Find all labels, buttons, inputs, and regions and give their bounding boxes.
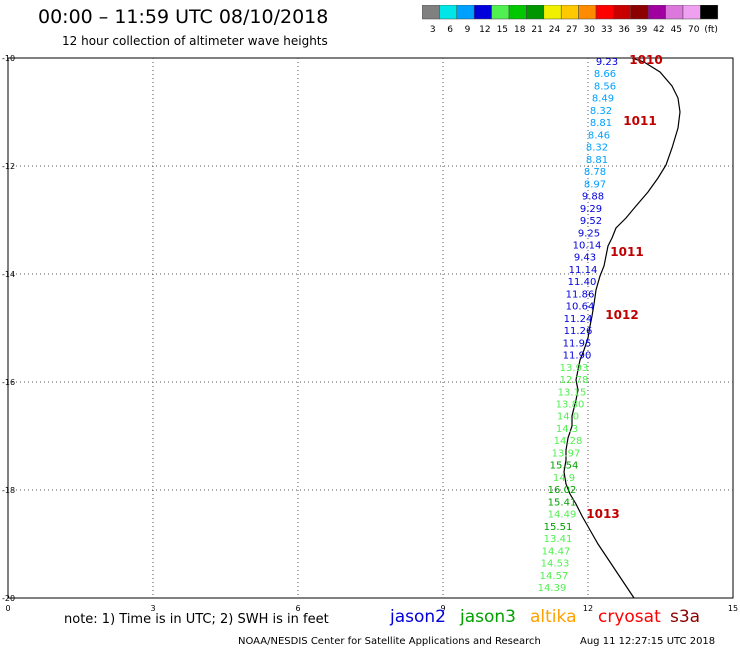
legend-item-altika: altika (530, 607, 577, 627)
wave-height-label: 14.28 (554, 436, 583, 447)
wave-height-label: 14.57 (540, 571, 569, 582)
legend-item-jason3: jason3 (460, 607, 516, 627)
wave-height-label: 11.90 (563, 351, 592, 362)
wave-height-label: 12.78 (560, 375, 589, 386)
wave-height-label: 13.15 (558, 387, 587, 398)
map-frame (7, 57, 734, 599)
colorbar-label: 12 (479, 25, 490, 35)
wave-height-label: 9.23 (596, 57, 618, 68)
wave-height-labels: 9.238.668.568.498.328.818.468.328.818.78… (538, 57, 618, 594)
units-note: note: 1) Time is in UTC; 2) SWH is in fe… (64, 612, 329, 627)
wave-height-label: 9.43 (574, 253, 596, 264)
wave-height-label: 8.97 (584, 179, 606, 190)
wave-height-label: 13.80 (556, 400, 585, 411)
wave-height-label: 9.25 (578, 228, 600, 239)
wave-height-label: 9.52 (580, 216, 602, 227)
lat-tick-label: -20 (2, 594, 15, 603)
wave-height-label: 14.0 (557, 412, 579, 423)
wave-height-label: 8.78 (584, 167, 606, 178)
colorbar-label: 36 (618, 25, 630, 35)
axis-tick-labels: -10 -12 -14 -16 -18 -200 3 6 9 12 15 (2, 54, 738, 613)
wave-height-label: 14.47 (542, 546, 571, 557)
wave-height-label: 15.41 (548, 497, 577, 508)
legend-item-s3a: s3a (670, 607, 701, 627)
wave-height-label: 11.86 (566, 289, 595, 300)
colorbar-label: 24 (549, 25, 561, 35)
generated-timestamp: Aug 11 12:27:15 UTC 2018 (580, 636, 716, 647)
wave-height-label: 10.14 (573, 240, 602, 251)
wave-height-label: 14.9 (553, 473, 575, 484)
pressure-label: 1011 (610, 245, 643, 259)
coastline (563, 57, 681, 599)
wave-height-label: 15.51 (544, 522, 573, 533)
wave-height-label: 11.26 (564, 326, 593, 337)
wave-height-label: 15.54 (550, 461, 579, 472)
colorbar-label: 9 (465, 25, 471, 35)
wave-height-label: 13.93 (560, 363, 589, 374)
colorbar-label: 15 (497, 25, 508, 35)
wave-height-label: 16.02 (548, 485, 577, 496)
wave-height-label: 8.81 (586, 155, 608, 166)
wave-height-label: 11.40 (568, 277, 597, 288)
lon-tick-label: 15 (728, 604, 738, 613)
colorbar-label: 70 (688, 25, 700, 35)
pressure-labels: 1010 1011 1011 1012 1013 (586, 53, 662, 521)
colorbar-label: 42 (653, 25, 664, 35)
wave-height-label: 13.97 (552, 448, 581, 459)
wave-height-label: 9.29 (580, 204, 602, 215)
lat-tick-label: -14 (2, 270, 15, 279)
page-title: 00:00 – 11:59 UTC 08/10/2018 (38, 6, 329, 28)
colorbar-label: 39 (636, 25, 648, 35)
lat-tick-label: -10 (2, 54, 15, 63)
wave-height-label: 14.39 (538, 583, 567, 594)
wave-height-label: 13.41 (544, 534, 573, 545)
lon-tick-label: 6 (295, 604, 300, 613)
lat-tick-label: -12 (2, 162, 15, 171)
wave-height-label: 8.46 (588, 130, 610, 141)
lon-tick-label: 3 (150, 604, 155, 613)
colorbar-swatch (700, 5, 719, 20)
lon-tick-label: 12 (583, 604, 593, 613)
wave-height-label: 14.53 (541, 559, 570, 570)
pressure-label: 1013 (586, 507, 619, 521)
colorbar-label: (ft) (704, 25, 718, 35)
colorbar-label: 18 (514, 25, 526, 35)
wave-height-label: 8.56 (594, 81, 616, 92)
colorbar-label: 27 (566, 25, 577, 35)
colorbar-label: 33 (601, 25, 612, 35)
lon-tick-label: 0 (5, 604, 10, 613)
wave-height-label: 8.66 (594, 69, 616, 80)
wave-height-label: 11.95 (563, 338, 592, 349)
wave-height-colorbar: 3 6 9 12 15 18 21 24 27 30 33 36 39 42 45 70 (ft) (422, 5, 719, 35)
wave-height-label: 11.24 (564, 314, 593, 325)
wave-height-label: 8.81 (590, 118, 612, 129)
pressure-label: 1011 (623, 114, 656, 128)
wave-height-label: 14.49 (548, 510, 577, 521)
wave-height-label: 8.49 (592, 94, 614, 105)
wave-height-label: 11.14 (569, 265, 598, 276)
wave-height-label: 10.64 (566, 302, 595, 313)
pressure-label: 1012 (605, 308, 638, 322)
pressure-label: 1010 (629, 53, 662, 67)
lat-tick-label: -18 (2, 486, 15, 495)
wave-height-label: 8.32 (586, 143, 608, 154)
lon-tick-label: 9 (440, 604, 445, 613)
wave-height-label: 14.3 (556, 424, 578, 435)
credit-text: NOAA/NESDIS Center for Satellite Applica… (238, 636, 541, 647)
legend-item-cryosat: cryosat (598, 607, 661, 627)
map-grid (7, 57, 734, 599)
wave-height-label: 8.32 (590, 106, 612, 117)
legend-item-jason2: jason2 (390, 607, 446, 627)
colorbar-label: 6 (447, 25, 453, 35)
page-subtitle: 12 hour collection of altimeter wave hei… (62, 34, 328, 48)
colorbar-label: 45 (671, 25, 682, 35)
lat-tick-label: -16 (2, 378, 15, 387)
colorbar-label: 3 (430, 25, 436, 35)
colorbar-label: 21 (531, 25, 542, 35)
wave-height-label: 9.88 (582, 192, 604, 203)
colorbar-label: 30 (584, 25, 596, 35)
